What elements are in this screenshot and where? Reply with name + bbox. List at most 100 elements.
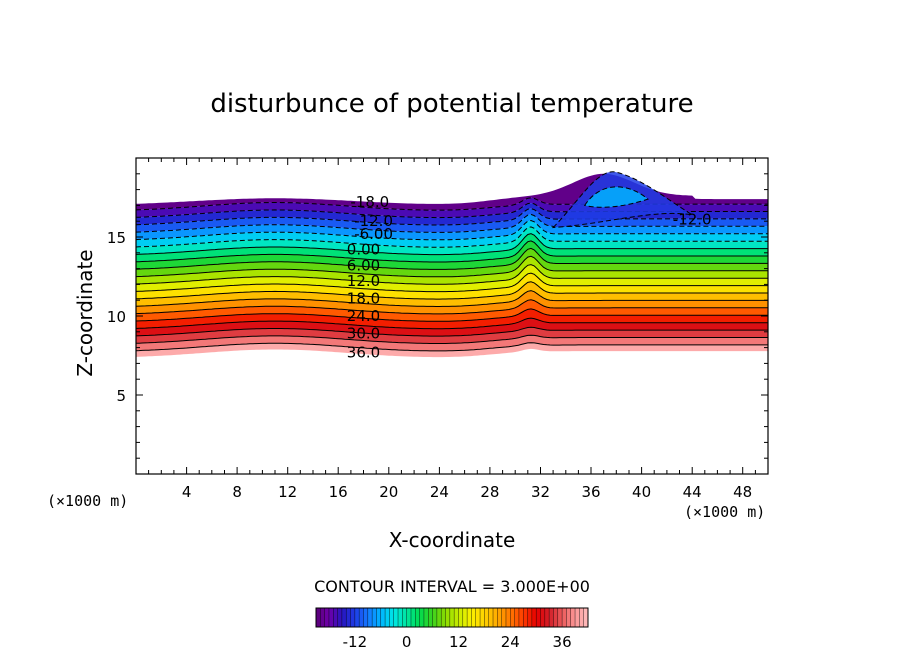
colorbar-swatch bbox=[320, 608, 325, 627]
contour-field bbox=[136, 171, 768, 358]
contour-interval-text: CONTOUR INTERVAL = 3.000E+00 bbox=[314, 577, 590, 596]
colorbar-swatch bbox=[324, 608, 330, 627]
x-tick-label: 44 bbox=[683, 483, 702, 501]
contour-line bbox=[136, 290, 768, 307]
colorbar-swatch bbox=[363, 608, 369, 627]
colorbar-frame bbox=[315, 607, 589, 628]
x-tick-label: 40 bbox=[632, 483, 651, 501]
colorbar-swatch bbox=[454, 608, 459, 627]
contour-band bbox=[136, 233, 768, 262]
colorbar-swatch bbox=[566, 608, 572, 627]
contour-label: 6.00 bbox=[347, 256, 380, 274]
contour-label: 36.0 bbox=[347, 343, 380, 361]
x-tick-label: 4 bbox=[182, 483, 192, 501]
colorbar-labels: -12 0 12 24 36 bbox=[343, 633, 572, 651]
colorbar-swatch bbox=[316, 608, 321, 627]
colorbar-swatch bbox=[354, 608, 360, 627]
contour-line bbox=[136, 208, 768, 226]
contour-line bbox=[136, 299, 768, 315]
contour-line bbox=[136, 326, 768, 337]
colorbar-swatch bbox=[350, 608, 356, 627]
x-tick-label: 32 bbox=[531, 483, 550, 501]
colorbar-swatch bbox=[436, 608, 442, 627]
colorbar-swatch bbox=[423, 608, 429, 627]
contour-band bbox=[136, 318, 768, 337]
colorbar-tick-label: 0 bbox=[402, 633, 412, 651]
contour-line bbox=[136, 317, 768, 330]
contour-line bbox=[136, 272, 768, 293]
contour-band bbox=[136, 342, 768, 358]
y-tick-label: 15 bbox=[107, 229, 126, 247]
contour-band bbox=[136, 299, 768, 322]
contour-line bbox=[136, 240, 768, 263]
colorbar-swatch bbox=[488, 608, 494, 627]
contour-label: -18.0 bbox=[350, 193, 389, 211]
colorbar-swatch bbox=[441, 608, 446, 627]
contour-labels: -18.0-12.0-6.000.006.0012.018.024.030.03… bbox=[347, 193, 712, 361]
colorbar-swatch bbox=[480, 608, 485, 627]
colorbar-swatch bbox=[346, 608, 351, 627]
colorbar-swatch bbox=[398, 608, 403, 627]
contour-band bbox=[136, 240, 768, 270]
colorbar-tick-label: -12 bbox=[343, 633, 368, 651]
colorbar-swatch bbox=[449, 608, 455, 627]
x-unit-label-left: (×1000 m) bbox=[47, 492, 128, 510]
colorbar-swatch bbox=[428, 608, 433, 627]
colorbar-swatch bbox=[475, 608, 481, 627]
colorbar-swatch bbox=[337, 608, 343, 627]
contour-line bbox=[136, 255, 768, 278]
colorbar-swatch bbox=[583, 608, 589, 627]
y-tick-label: 10 bbox=[107, 308, 126, 326]
x-tick-label: 16 bbox=[329, 483, 348, 501]
colorbar-swatch bbox=[575, 608, 580, 627]
contour-line bbox=[136, 281, 768, 300]
colorbar-swatch bbox=[579, 608, 584, 627]
contour-band bbox=[136, 335, 768, 351]
colorbar-swatch bbox=[557, 608, 563, 627]
colorbar-swatch bbox=[497, 608, 502, 627]
contour-band bbox=[136, 248, 768, 277]
contour-label: -12.0 bbox=[673, 211, 712, 229]
contour-label: 30.0 bbox=[347, 324, 380, 342]
contour-band bbox=[136, 264, 768, 292]
contour-band bbox=[136, 220, 768, 248]
contour-line bbox=[136, 247, 768, 270]
x-tick-label: 12 bbox=[278, 483, 297, 501]
colorbar-swatch bbox=[467, 608, 472, 627]
x-tick-label: 28 bbox=[480, 483, 499, 501]
contour-label: -6.00 bbox=[354, 225, 393, 243]
colorbar-tick-label: 24 bbox=[501, 633, 520, 651]
colorbar-swatch bbox=[544, 608, 550, 627]
contour-line bbox=[136, 342, 768, 352]
colorbar-swatch bbox=[540, 608, 546, 627]
colorbar-swatch bbox=[376, 608, 382, 627]
colorbar-swatch bbox=[493, 608, 498, 627]
colorbar-tick-label: 36 bbox=[553, 633, 572, 651]
colorbar-swatch bbox=[458, 608, 464, 627]
colorbar-swatch bbox=[505, 608, 511, 627]
contour-line bbox=[136, 308, 768, 322]
colorbar-swatch bbox=[333, 608, 338, 627]
colorbar-swatch bbox=[510, 608, 515, 627]
contour-label: 0.00 bbox=[347, 241, 380, 259]
contour-label: 18.0 bbox=[347, 290, 380, 308]
colorbar-swatch bbox=[462, 608, 468, 627]
y-axis: 5 10 15 bbox=[107, 173, 768, 459]
colorbar bbox=[315, 607, 589, 628]
colorbar-swatch bbox=[380, 608, 386, 627]
x-tick-label: 24 bbox=[430, 483, 449, 501]
x-axis-title: X-coordinate bbox=[389, 528, 516, 552]
colorbar-swatch bbox=[389, 608, 395, 627]
colorbar-swatch bbox=[367, 608, 373, 627]
x-tick-label: 20 bbox=[379, 483, 398, 501]
contour-band bbox=[136, 308, 768, 329]
colorbar-swatch bbox=[415, 608, 420, 627]
contour-label: 12.0 bbox=[347, 272, 380, 290]
x-tick-label: 48 bbox=[733, 483, 752, 501]
colorbar-swatch bbox=[562, 608, 567, 627]
contour-line bbox=[136, 219, 768, 241]
colorbar-swatch bbox=[514, 608, 520, 627]
contour-line bbox=[136, 264, 768, 285]
colorbar-swatch bbox=[410, 608, 416, 627]
